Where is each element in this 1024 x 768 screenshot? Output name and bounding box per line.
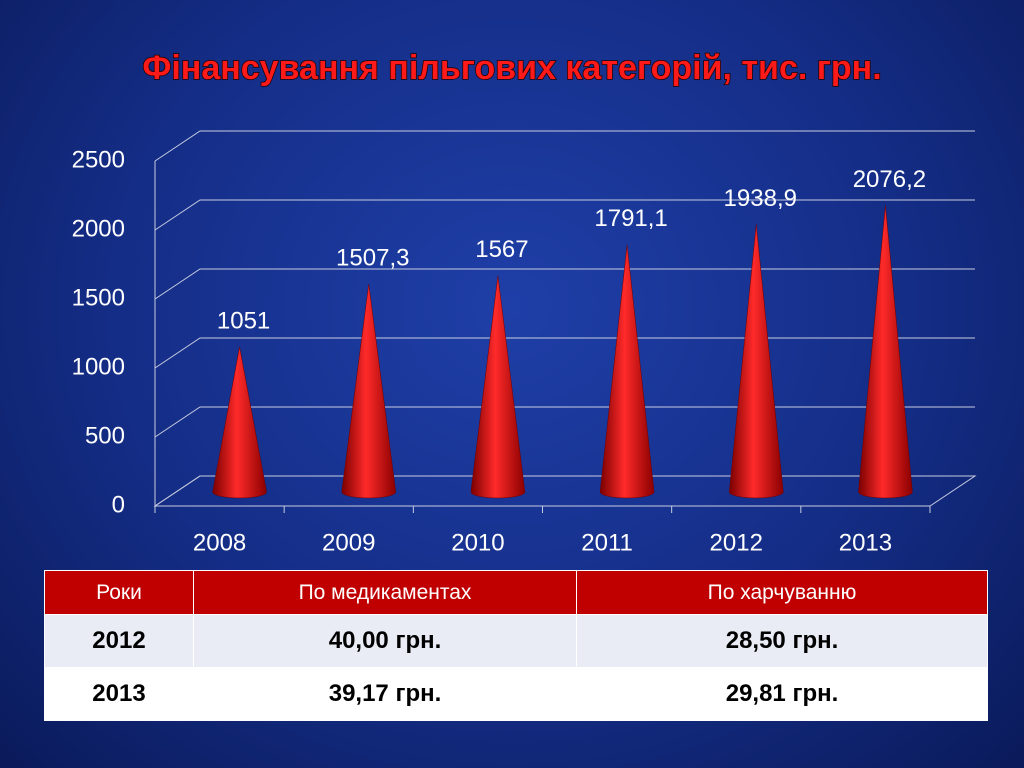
- y-tick-label: 1000: [72, 353, 125, 380]
- y-tick-label: 1500: [72, 284, 125, 311]
- cone: [599, 244, 655, 499]
- grid-line: [154, 406, 975, 438]
- cone: [470, 275, 526, 499]
- x-tick-label: 2012: [710, 529, 763, 556]
- value-label: 1051: [217, 307, 270, 334]
- grid-line: [154, 130, 975, 162]
- x-tick-label: 2011: [581, 529, 633, 556]
- table-cell: 28,50 грн.: [576, 614, 988, 668]
- y-tick-label: 2000: [72, 215, 125, 242]
- table-cell: 40,00 грн.: [193, 614, 577, 668]
- data-table: Роки По медикаментах По харчуванню 2012 40,…: [44, 570, 988, 721]
- grid-line: [154, 475, 975, 507]
- cone: [858, 205, 913, 499]
- value-label: 1507,3: [336, 244, 409, 271]
- x-tick-label: 2009: [322, 529, 375, 556]
- x-tick-label: 2008: [193, 529, 246, 556]
- grid-line: [154, 268, 975, 300]
- x-tick-label: 2010: [451, 529, 504, 556]
- y-tick-label: 0: [112, 491, 125, 518]
- table-cell: 2013: [44, 667, 194, 721]
- table-header: По харчуванню: [576, 570, 988, 615]
- table-cell: 2012: [44, 614, 194, 668]
- floor: [153, 475, 977, 507]
- cone: [728, 224, 784, 499]
- value-label: 2076,2: [853, 166, 926, 193]
- grid-line: [154, 199, 975, 231]
- table-header: Роки: [44, 570, 194, 615]
- cone: [212, 346, 267, 499]
- x-tick-label: 2013: [839, 529, 892, 556]
- value-label: 1567: [475, 236, 528, 263]
- table-header: По медикаментах: [193, 570, 577, 615]
- y-tick-label: 2500: [72, 146, 125, 173]
- value-label: 1791,1: [594, 205, 667, 232]
- chart: Фінансування пільгових категорій, тис. г…: [72, 48, 977, 556]
- table-cell: 39,17 грн.: [193, 667, 577, 721]
- table-cell: 29,81 грн.: [576, 667, 988, 721]
- value-label: 1938,9: [724, 185, 797, 212]
- grid-line: [154, 337, 975, 369]
- y-tick-label: 500: [85, 422, 125, 449]
- cone: [341, 283, 397, 499]
- chart-title: Фінансування пільгових категорій, тис. г…: [142, 49, 881, 87]
